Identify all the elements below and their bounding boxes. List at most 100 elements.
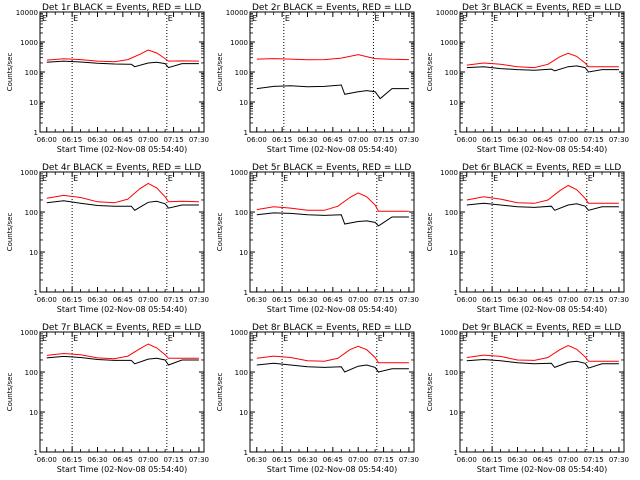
interval-marker-label: E [462,174,467,183]
x-tick-label: 06:00 [247,136,267,144]
x-tick-label: 07:15 [373,296,393,304]
panel-title: Det 4r BLACK = Events, RED = LLD [42,163,201,173]
interval-marker-label: E [493,174,498,183]
interval-marker-label: E [42,14,47,23]
series-line-events [256,362,409,373]
plot-frame [39,331,205,453]
x-tick-label: 06:00 [37,296,57,304]
x-axis-label: Start Time (02-Nov-08 05:54:40) [267,465,397,474]
interval-marker-label: E [73,14,78,23]
x-tick-label: 06:30 [87,136,107,144]
x-axis-label: Start Time (02-Nov-08 05:54:40) [267,145,397,154]
x-tick-label: 06:15 [272,456,292,464]
series-line-events [466,202,619,211]
y-tick-label: 1000 [230,39,248,47]
x-tick-label: 06:00 [457,456,477,464]
x-tick-label: 06:45 [533,296,553,304]
x-tick-label: 06:15 [62,296,82,304]
y-tick-label: 10000 [436,9,458,17]
plot-frame [459,331,625,453]
x-tick-label: 07:15 [163,456,183,464]
y-tick-label: 1000 [230,329,248,337]
x-tick-label: 06:15 [272,136,292,144]
x-axis-label: Start Time (02-Nov-08 05:54:40) [57,145,187,154]
x-axis-label: Start Time (02-Nov-08 05:54:40) [57,465,187,474]
y-axis-label: Counts/sec [6,53,14,92]
y-tick-label: 10 [29,249,38,257]
x-tick-label: 06:15 [62,456,82,464]
x-tick-label: 07:30 [189,296,209,304]
panel-9: Det 9r BLACK = Events, RED = LLD Counts/s… [426,323,629,474]
panel-title: Det 3r BLACK = Events, RED = LLD [462,3,621,13]
y-axis-label: Counts/sec [426,373,434,412]
panel-6: Det 6r BLACK = Events, RED = LLD Counts/s… [426,163,629,314]
x-tick-label: 07:15 [163,296,183,304]
x-tick-label: 06:45 [323,456,343,464]
y-axis-label: Counts/sec [216,53,224,92]
series-line-lld [46,49,199,63]
y-tick-label: 10000 [16,9,38,17]
x-tick-label: 07:15 [583,136,603,144]
y-tick-label: 10 [449,249,458,257]
x-axis-label: Start Time (02-Nov-08 05:54:40) [267,305,397,314]
y-axis-label: Counts/sec [216,213,224,252]
y-tick-label: 10000 [226,9,248,17]
x-tick-label: 06:30 [87,296,107,304]
x-axis-label: Start Time (02-Nov-08 05:54:40) [57,305,187,314]
y-tick-label: 100 [235,209,248,217]
y-axis-label: Counts/sec [6,213,14,252]
panel-4: Det 4r BLACK = Events, RED = LLD Counts/s… [6,163,209,314]
x-axis-label: Start Time (02-Nov-08 05:54:40) [477,145,607,154]
y-tick-label: 10 [449,99,458,107]
x-tick-label: 07:15 [583,456,603,464]
x-tick-label: 07:30 [609,456,629,464]
panel-5: Det 5r BLACK = Events, RED = LLD Counts/s… [216,163,419,314]
series-line-events [46,60,199,69]
panel-title: Det 1r BLACK = Events, RED = LLD [42,3,201,13]
x-tick-label: 07:30 [399,136,419,144]
y-tick-label: 10 [449,409,458,417]
y-tick-label: 100 [25,369,38,377]
series-line-events [466,358,619,369]
interval-marker-label: E [493,14,498,23]
x-tick-label: 06:15 [272,296,292,304]
y-axis-label: Counts/sec [426,53,434,92]
x-tick-label: 07:00 [558,296,578,304]
interval-marker-label: E [374,14,379,23]
plot-frame [459,171,625,293]
y-tick-label: 100 [235,369,248,377]
y-tick-label: 1000 [20,169,38,177]
x-tick-label: 06:45 [323,136,343,144]
interval-marker-label: E [42,174,47,183]
plot-frame [39,171,205,293]
y-tick-label: 10 [29,99,38,107]
series-line-lld [466,344,619,362]
y-tick-label: 100 [235,69,248,77]
x-axis-label: Start Time (02-Nov-08 05:54:40) [477,305,607,314]
x-tick-label: 06:45 [113,296,133,304]
y-tick-label: 100 [25,209,38,217]
interval-marker-label: E [168,14,173,23]
y-tick-label: 1 [34,289,38,297]
x-tick-label: 06:45 [533,136,553,144]
x-tick-label: 06:00 [37,456,57,464]
y-tick-label: 1 [244,449,248,457]
series-line-events [256,212,409,227]
x-tick-label: 06:30 [247,456,267,464]
x-tick-label: 06:15 [482,296,502,304]
y-tick-label: 100 [445,369,458,377]
x-tick-label: 06:45 [113,456,133,464]
x-tick-label: 07:15 [373,136,393,144]
y-tick-label: 1 [34,129,38,137]
y-tick-label: 1000 [440,329,458,337]
x-tick-label: 07:15 [163,136,183,144]
series-line-events [46,200,199,211]
interval-marker-label: E [378,174,383,183]
x-tick-label: 06:30 [507,456,527,464]
series-line-lld [46,343,199,360]
series-line-lld [466,184,619,204]
panel-title: Det 5r BLACK = Events, RED = LLD [252,163,411,173]
x-tick-label: 07:00 [138,136,158,144]
x-tick-label: 06:45 [533,456,553,464]
